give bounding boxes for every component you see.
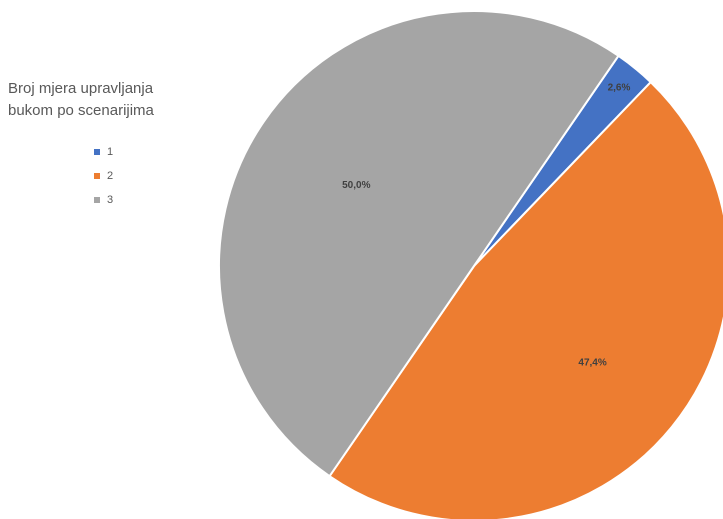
legend-label-3: 3 <box>107 194 114 206</box>
pie-slice-2 <box>328 80 723 519</box>
data-label-3: 50,0% <box>342 180 370 191</box>
legend-swatch-2 <box>94 173 100 179</box>
chart-legend: Broj mjera upravljanja bukom po scenarij… <box>8 78 208 212</box>
pie-slice-3 <box>218 10 620 478</box>
data-label-1: 2,6% <box>608 83 631 94</box>
legend-item-3: 3 <box>94 188 208 212</box>
chart-title: Broj mjera upravljanja bukom po scenarij… <box>8 78 208 122</box>
legend-label-1: 1 <box>107 146 114 158</box>
data-label-2: 47,4% <box>578 357 606 368</box>
legend-item-2: 2 <box>94 164 208 188</box>
chart-title-line-1: Broj mjera upravljanja <box>8 80 154 97</box>
chart-title-line-2: bukom po scenarijima <box>8 102 154 119</box>
legend-item-1: 1 <box>94 140 208 164</box>
legend-swatch-3 <box>94 197 100 203</box>
legend-swatch-1 <box>94 149 100 155</box>
legend-label-2: 2 <box>107 170 114 182</box>
